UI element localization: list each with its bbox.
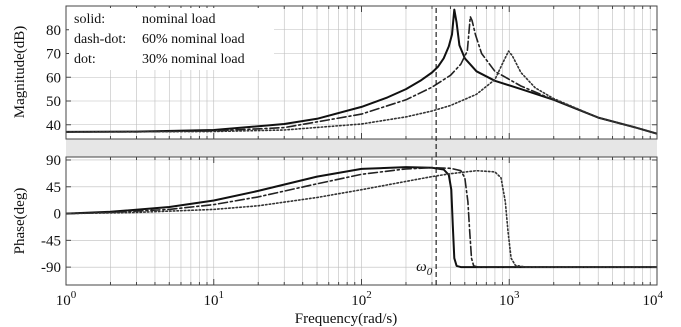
legend-style-dot: dot:	[74, 52, 96, 67]
y-tick-label: 0	[54, 207, 62, 223]
legend: solid: nominal load dash-dot: 60% nomina…	[69, 8, 274, 70]
phase-series-dash-dot	[66, 166, 657, 268]
y-tick-label: 45	[46, 180, 61, 196]
magnitude-panel: 40 50 60 70 80 Magnitude(dB)	[12, 5, 658, 140]
y-tick-label: 50	[46, 94, 61, 110]
y-tick-label: -90	[41, 260, 61, 276]
y-tick-label: 70	[46, 47, 61, 63]
y-tick-label: 90	[46, 153, 61, 169]
x-tick-label: 100	[56, 289, 77, 309]
y-tick-label: 80	[46, 23, 61, 39]
phase-series-solid	[66, 166, 657, 269]
legend-background	[69, 8, 274, 70]
y-tick-label: 40	[46, 118, 61, 134]
legend-label-60: 60% nominal load	[142, 32, 245, 47]
phase-ytick-labels: 90 45 0 -45 -90	[41, 153, 61, 276]
magnitude-series-solid	[66, 8, 657, 135]
phase-ticks	[66, 157, 657, 285]
legend-style-solid: solid:	[74, 12, 105, 27]
omega0-label: ω0	[416, 259, 433, 278]
magnitude-series-dash-dot	[66, 15, 657, 135]
omega0-symbol: ω	[416, 259, 427, 275]
x-tick-label: 101	[204, 289, 225, 309]
phase-grid	[66, 157, 657, 285]
phase-axis-label: Phase(deg)	[12, 188, 28, 255]
magnitude-ytick-labels: 40 50 60 70 80	[46, 23, 61, 134]
phase-series-group	[66, 166, 657, 269]
magnitude-axis-label: Magnitude(dB)	[12, 26, 28, 118]
legend-style-dash-dot: dash-dot:	[74, 32, 126, 47]
magnitude-series-dot	[66, 50, 657, 135]
phase-panel: 90 45 0 -45 -90 Phase(deg)	[12, 153, 658, 286]
x-tick-label: 102	[351, 289, 372, 309]
x-axis-label: Frequency(rad/s)	[295, 311, 397, 327]
panel-separator	[66, 139, 657, 157]
y-tick-label: 60	[46, 70, 61, 86]
y-tick-label: -45	[41, 233, 61, 249]
omega0-subscript: 0	[427, 266, 433, 278]
legend-label-nominal: nominal load	[142, 12, 216, 27]
x-tick-labels: 100 101 102 103 104	[56, 289, 664, 309]
magnitude-series-group	[66, 8, 657, 135]
magnitude-ticks	[66, 6, 657, 139]
x-tick-label: 103	[499, 289, 520, 309]
x-tick-label: 104	[643, 289, 664, 309]
phase-series-dot	[66, 169, 657, 268]
legend-label-30: 30% nominal load	[142, 52, 245, 67]
